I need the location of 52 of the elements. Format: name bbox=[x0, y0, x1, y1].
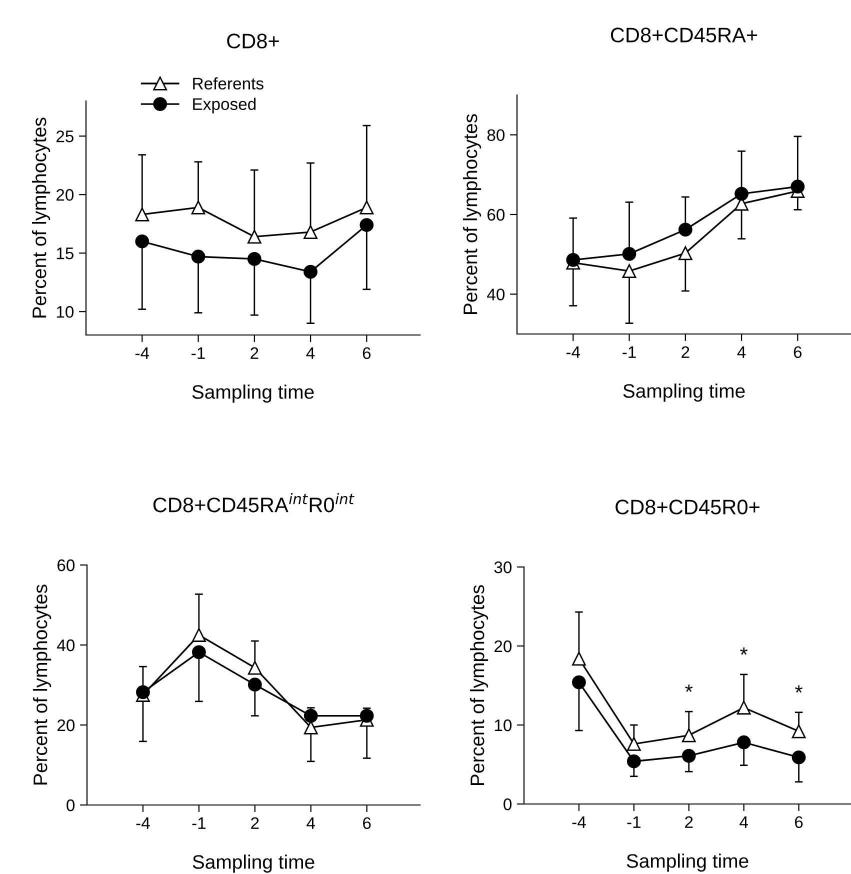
x-tick-label: -1 bbox=[622, 346, 636, 358]
x-tick-label: -4 bbox=[572, 816, 586, 828]
chart-title: CD8+ bbox=[227, 34, 279, 48]
x-tick-label: 2 bbox=[250, 347, 258, 359]
y-axis-title: Percent of lymphocytes bbox=[470, 585, 488, 785]
x-tick-label: 2 bbox=[685, 816, 693, 828]
y-axis-title: Percent of lymphocytes bbox=[462, 114, 482, 314]
x-tick-label: 6 bbox=[363, 817, 371, 830]
x-tick-label: 6 bbox=[794, 346, 802, 358]
x-tick-label: -1 bbox=[627, 816, 641, 828]
y-tick-label: 40 bbox=[487, 288, 505, 300]
chart-title: CD8+CD45RA+ bbox=[610, 28, 758, 42]
y-tick-label: 20 bbox=[57, 719, 75, 732]
annotation: * bbox=[795, 685, 803, 693]
y-tick-label: 25 bbox=[56, 130, 74, 142]
x-tick-label: 4 bbox=[306, 347, 315, 359]
x-tick-label: 2 bbox=[682, 346, 690, 358]
y-tick-label: 0 bbox=[66, 799, 75, 812]
x-axis-title: Sampling time bbox=[192, 384, 314, 403]
y-tick-label: 20 bbox=[494, 640, 512, 652]
y-tick-label: 0 bbox=[504, 798, 512, 810]
x-tick-label: -4 bbox=[135, 347, 150, 359]
x-tick-label: -4 bbox=[566, 346, 580, 358]
x-tick-label: -4 bbox=[136, 817, 150, 829]
y-tick-label: 10 bbox=[56, 306, 74, 318]
annotation: * bbox=[685, 684, 693, 692]
x-tick-label: 2 bbox=[251, 817, 259, 829]
y-axis-title: Percent of lymphocytes bbox=[32, 584, 52, 784]
x-tick-label: 6 bbox=[795, 816, 803, 828]
x-axis-title: Sampling time bbox=[626, 854, 748, 872]
x-tick-label: 6 bbox=[362, 347, 371, 360]
x-axis-title: Sampling time bbox=[192, 854, 314, 873]
y-axis-title: Percent of lymphocytes bbox=[32, 118, 50, 318]
x-tick-label: 4 bbox=[737, 346, 746, 358]
legend-label: Referents bbox=[193, 77, 264, 90]
y-tick-label: 20 bbox=[56, 189, 74, 201]
x-axis-title: Sampling time bbox=[623, 384, 745, 402]
x-tick-label: -1 bbox=[192, 347, 205, 359]
x-tick-label: -1 bbox=[192, 817, 206, 829]
y-tick-label: 10 bbox=[494, 719, 512, 732]
x-tick-label: 4 bbox=[740, 816, 748, 828]
y-tick-label: 15 bbox=[56, 248, 74, 260]
annotation: * bbox=[740, 647, 748, 655]
y-tick-label: 60 bbox=[488, 208, 505, 221]
x-tick-label: 4 bbox=[306, 817, 316, 829]
chart-title: CD8+CD45R0+ bbox=[616, 500, 760, 514]
y-tick-label: 40 bbox=[57, 639, 75, 652]
chart-title: CD8+CD45RA$^{int}$R0$^{int}$ bbox=[153, 493, 354, 512]
legend-label: Exposed bbox=[193, 98, 256, 114]
y-tick-label: 60 bbox=[58, 559, 75, 572]
y-tick-label: 30 bbox=[494, 561, 512, 574]
y-tick-label: 80 bbox=[487, 129, 505, 142]
